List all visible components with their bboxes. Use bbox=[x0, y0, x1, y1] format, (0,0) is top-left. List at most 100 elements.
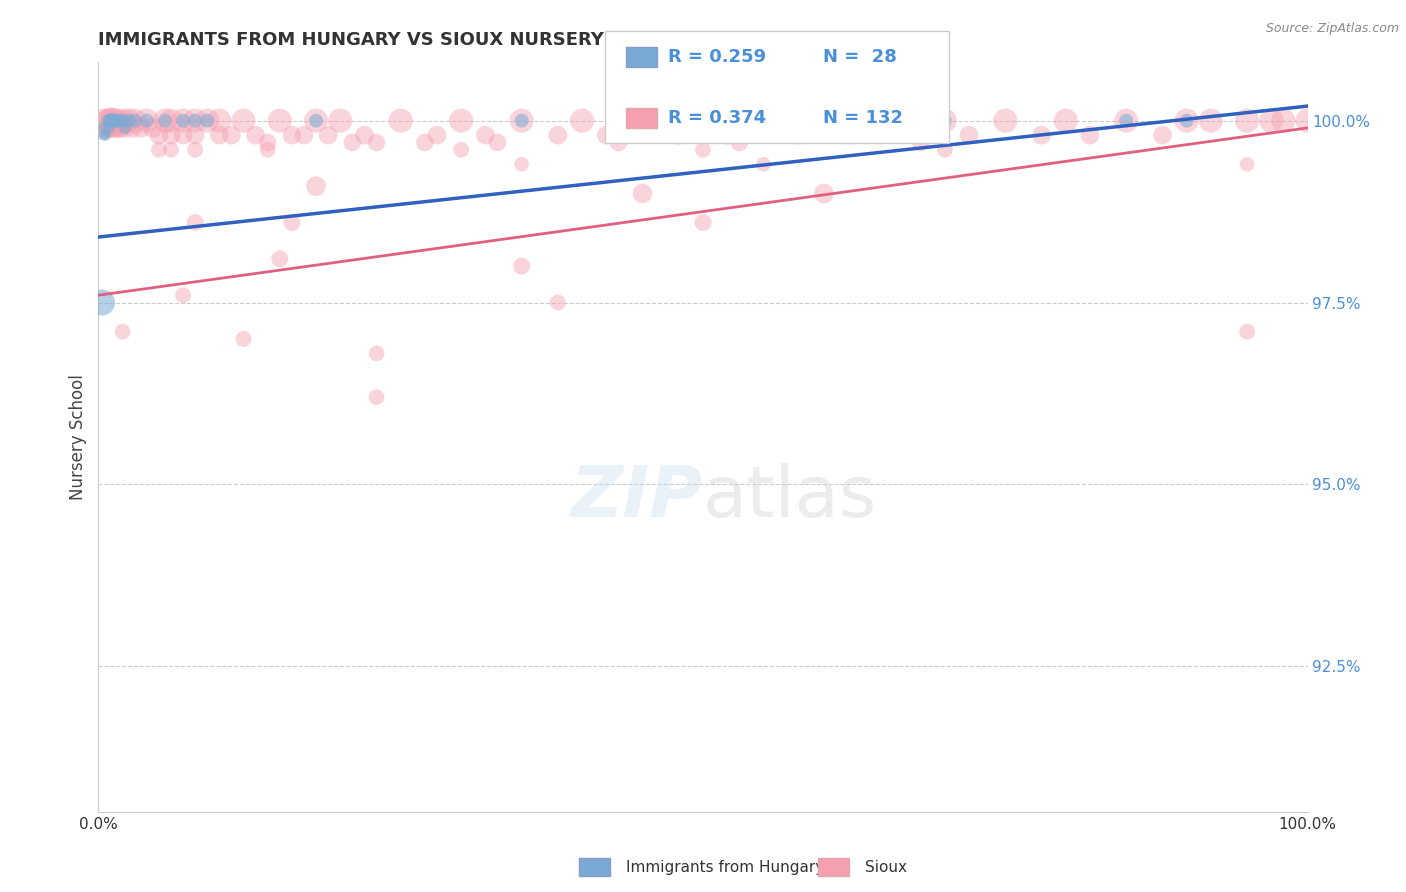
Point bbox=[389, 113, 412, 128]
Point bbox=[160, 128, 183, 143]
Point bbox=[510, 259, 533, 273]
Point bbox=[184, 113, 207, 128]
Point bbox=[100, 113, 122, 128]
Point bbox=[692, 113, 714, 128]
Point bbox=[172, 113, 194, 128]
Point bbox=[366, 390, 388, 404]
Point bbox=[118, 113, 141, 128]
Point bbox=[256, 136, 278, 150]
Point bbox=[172, 113, 194, 128]
Point bbox=[221, 128, 243, 143]
Point bbox=[124, 113, 146, 128]
Point bbox=[1152, 128, 1174, 143]
Text: Immigrants from Hungary: Immigrants from Hungary bbox=[626, 860, 824, 874]
Point bbox=[813, 113, 835, 128]
Point bbox=[1115, 113, 1137, 128]
Point bbox=[547, 295, 569, 310]
Point bbox=[208, 128, 231, 143]
Point bbox=[245, 128, 267, 143]
Point bbox=[692, 143, 714, 157]
Point bbox=[195, 113, 218, 128]
Point bbox=[269, 252, 291, 266]
Point bbox=[934, 113, 956, 128]
Text: atlas: atlas bbox=[703, 463, 877, 532]
Point bbox=[184, 215, 207, 229]
Point bbox=[114, 120, 136, 135]
Point bbox=[934, 143, 956, 157]
Point bbox=[111, 113, 134, 128]
Point bbox=[160, 143, 183, 157]
Point bbox=[269, 113, 291, 128]
Point bbox=[98, 120, 121, 135]
Text: Sioux: Sioux bbox=[865, 860, 907, 874]
Point bbox=[631, 113, 654, 128]
Point bbox=[474, 128, 496, 143]
Point bbox=[97, 113, 120, 128]
Point bbox=[413, 136, 436, 150]
Point bbox=[256, 143, 278, 157]
Point bbox=[1175, 113, 1198, 128]
Point bbox=[873, 113, 896, 128]
Point bbox=[305, 113, 328, 128]
Point bbox=[172, 288, 194, 302]
Point bbox=[837, 128, 859, 143]
Point bbox=[510, 113, 533, 128]
Point bbox=[547, 128, 569, 143]
Point bbox=[571, 113, 593, 128]
Point bbox=[910, 128, 932, 143]
Text: N =  28: N = 28 bbox=[823, 48, 897, 66]
Text: Source: ZipAtlas.com: Source: ZipAtlas.com bbox=[1265, 22, 1399, 36]
Point bbox=[873, 113, 896, 128]
Point bbox=[1031, 128, 1053, 143]
Point bbox=[121, 120, 143, 135]
Point bbox=[813, 186, 835, 201]
Point bbox=[1115, 113, 1137, 128]
Point bbox=[957, 128, 980, 143]
Point bbox=[184, 143, 207, 157]
Text: R = 0.374: R = 0.374 bbox=[668, 109, 766, 127]
Point bbox=[486, 136, 509, 150]
Point bbox=[94, 120, 117, 135]
Point bbox=[450, 113, 472, 128]
Point bbox=[1175, 113, 1198, 128]
Point bbox=[135, 113, 157, 128]
Point bbox=[160, 113, 183, 128]
Point bbox=[692, 113, 714, 128]
Point bbox=[510, 157, 533, 171]
Point bbox=[91, 128, 114, 143]
Point bbox=[94, 128, 117, 143]
Point bbox=[184, 128, 207, 143]
Point bbox=[305, 179, 328, 194]
Point bbox=[450, 143, 472, 157]
Text: N = 132: N = 132 bbox=[823, 109, 903, 127]
Point bbox=[91, 120, 114, 135]
Point bbox=[353, 128, 375, 143]
Point bbox=[692, 215, 714, 229]
Point bbox=[135, 113, 157, 128]
Point bbox=[752, 157, 775, 171]
Point bbox=[1236, 325, 1258, 339]
Y-axis label: Nursery School: Nursery School bbox=[69, 374, 87, 500]
Point bbox=[148, 143, 170, 157]
Point bbox=[108, 120, 131, 135]
Point bbox=[111, 113, 134, 128]
Point bbox=[510, 113, 533, 128]
Point bbox=[105, 113, 128, 128]
Point bbox=[292, 128, 315, 143]
Point bbox=[101, 113, 124, 128]
Point bbox=[91, 295, 114, 310]
Text: IMMIGRANTS FROM HUNGARY VS SIOUX NURSERY SCHOOL CORRELATION CHART: IMMIGRANTS FROM HUNGARY VS SIOUX NURSERY… bbox=[98, 31, 915, 49]
Point bbox=[93, 113, 115, 128]
Point bbox=[342, 136, 364, 150]
Point bbox=[752, 113, 775, 128]
Point bbox=[101, 113, 124, 128]
Point bbox=[281, 215, 304, 229]
Point bbox=[316, 128, 339, 143]
Point bbox=[107, 120, 129, 135]
Point bbox=[305, 113, 328, 128]
Point bbox=[195, 113, 218, 128]
Point bbox=[994, 113, 1017, 128]
Point bbox=[208, 113, 231, 128]
Point bbox=[153, 113, 176, 128]
Point bbox=[148, 128, 170, 143]
